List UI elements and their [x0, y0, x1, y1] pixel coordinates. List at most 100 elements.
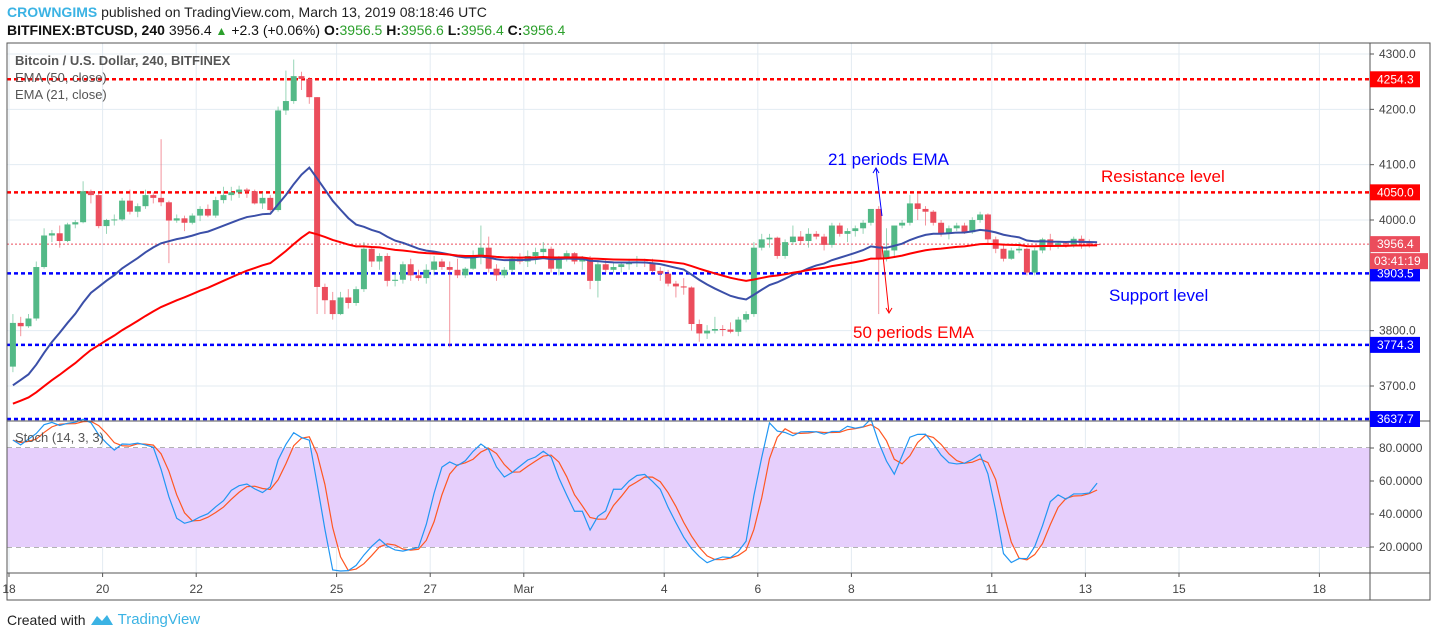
candle-down[interactable] [1000, 248, 1007, 259]
candle-up[interactable] [64, 224, 71, 242]
candle-up[interactable] [9, 322, 16, 367]
candle-down[interactable] [415, 275, 422, 279]
candle-up[interactable] [197, 208, 204, 216]
candle-up[interactable] [555, 258, 562, 269]
candle-down[interactable] [407, 264, 414, 276]
candle-down[interactable] [657, 270, 664, 274]
candle-up[interactable] [376, 255, 383, 262]
candle-down[interactable] [649, 263, 656, 271]
candle-down[interactable] [368, 248, 375, 262]
candle-up[interactable] [594, 264, 601, 281]
candle-up[interactable] [610, 267, 617, 270]
candle-down[interactable] [680, 286, 687, 288]
candle-up[interactable] [103, 220, 110, 227]
candle-up[interactable] [1031, 250, 1038, 273]
candle-down[interactable] [719, 329, 726, 331]
candle-up[interactable] [805, 233, 812, 242]
candle-up[interactable] [758, 239, 765, 248]
candle-down[interactable] [821, 236, 828, 245]
candle-up[interactable] [119, 200, 126, 220]
candle-up[interactable] [704, 330, 711, 334]
candle-up[interactable] [399, 264, 406, 280]
candle-down[interactable] [797, 236, 804, 242]
candle-down[interactable] [56, 233, 63, 242]
candle-down[interactable] [165, 202, 172, 221]
candle-up[interactable] [236, 189, 243, 193]
candle-up[interactable] [212, 200, 219, 216]
candle-up[interactable] [743, 314, 750, 320]
candle-up[interactable] [844, 231, 851, 234]
candle-up[interactable] [353, 289, 360, 303]
candle-up[interactable] [220, 195, 227, 201]
candle-up[interactable] [189, 215, 196, 223]
candle-up[interactable] [969, 220, 976, 233]
candle-up[interactable] [282, 101, 289, 111]
candle-down[interactable] [1062, 243, 1069, 245]
candle-up[interactable] [782, 242, 789, 256]
candle-up[interactable] [290, 76, 297, 102]
candle-up[interactable] [899, 222, 906, 226]
candle-down[interactable] [126, 200, 133, 212]
candle-down[interactable] [158, 197, 165, 203]
candle-up[interactable] [1016, 248, 1023, 251]
candle-down[interactable] [727, 329, 734, 332]
candle-down[interactable] [602, 264, 609, 270]
candle-up[interactable] [423, 269, 430, 279]
candle-up[interactable] [563, 253, 570, 259]
candle-down[interactable] [329, 300, 336, 315]
candle-down[interactable] [938, 222, 945, 234]
candle-down[interactable] [17, 322, 24, 327]
candle-down[interactable] [150, 195, 157, 198]
candle-up[interactable] [462, 268, 469, 276]
candle-up[interactable] [906, 203, 913, 223]
candle-up[interactable] [142, 195, 149, 207]
candle-down[interactable] [587, 258, 594, 281]
tradingview-brand[interactable]: TradingView [117, 611, 201, 628]
candle-up[interactable] [618, 264, 625, 268]
candle-up[interactable] [524, 255, 531, 262]
candle-down[interactable] [774, 237, 781, 256]
candle-up[interactable] [977, 214, 984, 220]
candle-up[interactable] [509, 258, 516, 270]
candle-up[interactable] [860, 222, 867, 229]
candle-up[interactable] [766, 237, 773, 240]
candle-up[interactable] [579, 258, 586, 262]
candle-up[interactable] [828, 225, 835, 245]
candle-down[interactable] [87, 191, 94, 196]
candle-down[interactable] [267, 197, 274, 211]
candle-up[interactable] [41, 235, 48, 268]
candle-up[interactable] [337, 297, 344, 315]
candle-down[interactable] [1023, 248, 1030, 273]
candle-up[interactable] [945, 228, 952, 234]
candle-down[interactable] [454, 269, 461, 276]
candle-up[interactable] [431, 261, 438, 270]
candle-down[interactable] [922, 208, 929, 212]
candle-up[interactable] [173, 218, 180, 221]
candle-up[interactable] [852, 228, 859, 232]
candle-down[interactable] [298, 76, 305, 79]
candle-up[interactable] [789, 236, 796, 243]
candle-down[interactable] [930, 211, 937, 223]
candle-down[interactable] [314, 97, 321, 287]
candle-up[interactable] [891, 225, 898, 251]
candle-up[interactable] [25, 318, 32, 327]
candle-down[interactable] [306, 78, 313, 98]
candle-down[interactable] [204, 208, 211, 216]
candle-down[interactable] [181, 218, 188, 223]
candle-up[interactable] [80, 191, 87, 223]
candle-up[interactable] [392, 279, 399, 281]
candle-up[interactable] [134, 206, 141, 212]
candle-up[interactable] [735, 319, 742, 332]
candle-down[interactable] [1094, 244, 1101, 246]
candle-up[interactable] [228, 192, 235, 196]
candle-up[interactable] [48, 233, 55, 236]
author-name[interactable]: CROWNGIMS [7, 4, 98, 20]
candle-up[interactable] [750, 247, 757, 315]
candle-down[interactable] [345, 297, 352, 303]
candle-up[interactable] [1039, 239, 1046, 251]
candle-down[interactable] [493, 268, 500, 276]
candle-down[interactable] [875, 208, 882, 259]
candle-down[interactable] [384, 255, 391, 281]
candle-down[interactable] [251, 191, 258, 204]
